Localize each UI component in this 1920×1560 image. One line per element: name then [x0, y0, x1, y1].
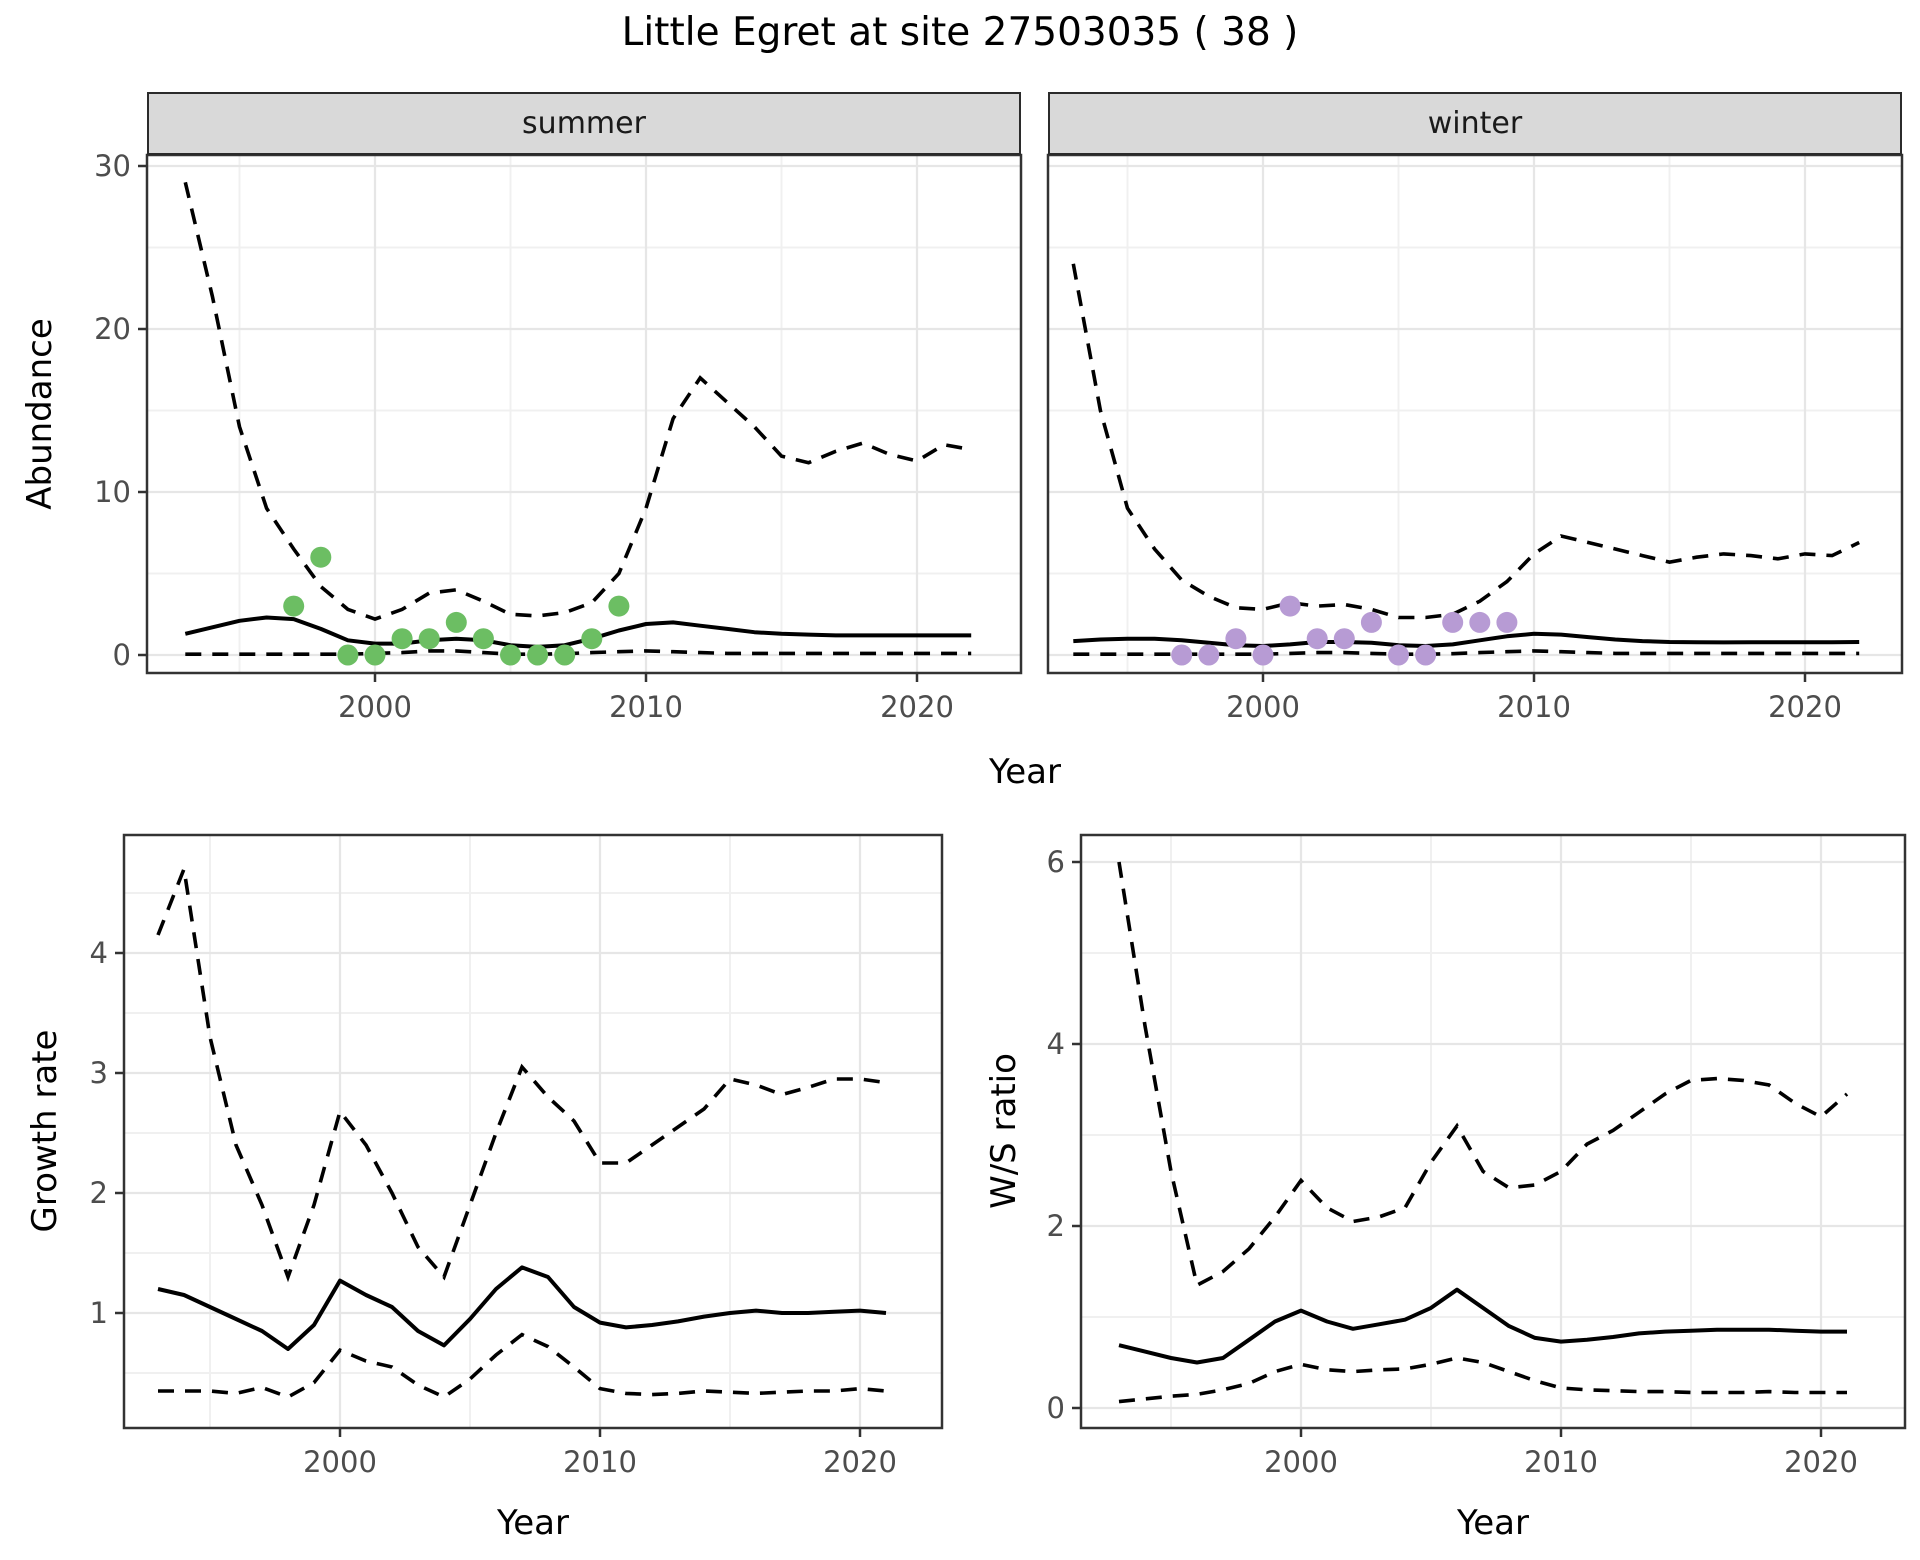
- obs-point: [608, 595, 630, 617]
- obs-point: [1225, 628, 1247, 650]
- facet-strip-summer: summer: [147, 92, 1021, 155]
- x-tick-label: 2010: [563, 1445, 637, 1479]
- panel-border: [122, 833, 944, 1430]
- x-tick-label: 2020: [1768, 690, 1842, 724]
- ci-upper-line: [1117, 861, 1849, 1288]
- fit-line: [1073, 631, 1860, 648]
- x-tick-label: 2000: [1226, 690, 1300, 724]
- obs-point: [1333, 628, 1355, 650]
- obs-point: [1415, 644, 1437, 666]
- y-tick-label: 1: [90, 1296, 108, 1330]
- panel-ws_ratio: 2000 2010 2020 0 2 4 6: [1047, 833, 1907, 1479]
- x-tick-label: 2000: [303, 1445, 377, 1479]
- obs-point: [472, 628, 494, 650]
- ci-upper-line: [156, 862, 887, 1283]
- y-tick-label: 30: [94, 149, 131, 183]
- obs-point: [1279, 595, 1301, 617]
- panel-summer: 2000 2010 2020 0 10 20 30: [94, 149, 1023, 724]
- x-tick-label: 2000: [338, 690, 412, 724]
- y-tick-label: 3: [90, 1056, 108, 1090]
- obs-point: [1388, 644, 1409, 666]
- obs-point: [1252, 644, 1274, 666]
- obs-point: [1360, 611, 1382, 633]
- panel-border: [1046, 153, 1904, 675]
- y-tick-label: 20: [94, 312, 131, 346]
- obs-point: [1198, 644, 1220, 666]
- y-tick-label: 6: [1047, 845, 1065, 879]
- obs-point: [391, 628, 413, 650]
- obs-point: [500, 644, 521, 666]
- x-axis-title-year-ws: Year: [1457, 1503, 1529, 1543]
- y-tick-label: 2: [90, 1176, 108, 1210]
- ci-lower-line: [158, 1332, 887, 1400]
- panel-border: [145, 153, 1023, 675]
- fit-line: [1118, 1287, 1847, 1365]
- obs-point: [1442, 611, 1464, 633]
- ci-upper-line: [1071, 263, 1860, 620]
- y-tick-label: 2: [1047, 1209, 1065, 1243]
- x-tick-label: 2010: [609, 690, 683, 724]
- facet-strip-summer-label: summer: [522, 106, 646, 141]
- obs-point: [310, 546, 332, 568]
- x-tick-label: 2000: [1264, 1445, 1338, 1479]
- obs-point: [364, 644, 386, 666]
- y-tick-label: 10: [94, 475, 131, 509]
- x-tick-label: 2010: [1524, 1445, 1598, 1479]
- obs-point: [581, 628, 603, 650]
- x-tick-label: 2010: [1497, 690, 1571, 724]
- ci-lower-line: [1118, 1356, 1847, 1404]
- panel-winter: 2000 2010 2020: [1046, 153, 1904, 724]
- obs-point: [554, 644, 576, 666]
- figure-title: Little Egret at site 27503035 ( 38 ): [621, 10, 1299, 55]
- y-axis-title-ws-ratio: W/S ratio: [984, 1053, 1024, 1209]
- x-tick-label: 2020: [880, 690, 954, 724]
- obs-point: [1306, 628, 1328, 650]
- x-axis-title-year-growth: Year: [497, 1503, 569, 1543]
- ci-lower-line: [1073, 649, 1860, 656]
- obs-point: [283, 595, 305, 617]
- obs-point: [445, 611, 467, 633]
- fit-line: [157, 1265, 887, 1351]
- y-axis-title-abundance: Abundance: [20, 318, 60, 510]
- y-tick-label: 4: [90, 936, 108, 970]
- obs-point: [1171, 644, 1193, 666]
- fit-line: [184, 615, 972, 649]
- obs-point: [527, 644, 549, 666]
- x-axis-title-year-top: Year: [989, 752, 1061, 792]
- obs-point: [1469, 611, 1491, 633]
- obs-point: [418, 628, 440, 650]
- ci-lower-line: [185, 649, 972, 656]
- facet-strip-winter: winter: [1048, 92, 1902, 155]
- obs-point: [1496, 611, 1518, 633]
- y-tick-label: 4: [1047, 1027, 1065, 1061]
- y-tick-label: 0: [1047, 1391, 1065, 1425]
- panel-border: [1079, 833, 1907, 1430]
- y-tick-label: 0: [113, 638, 131, 672]
- y-axis-title-growth-rate: Growth rate: [25, 1029, 65, 1233]
- panel-growth_rate: 2000 2010 2020 1 2 3 4: [90, 833, 944, 1479]
- x-tick-label: 2020: [823, 1445, 897, 1479]
- obs-point: [337, 644, 359, 666]
- ci-upper-line: [183, 181, 972, 622]
- facet-strip-winter-label: winter: [1427, 106, 1523, 141]
- x-tick-label: 2020: [1784, 1445, 1858, 1479]
